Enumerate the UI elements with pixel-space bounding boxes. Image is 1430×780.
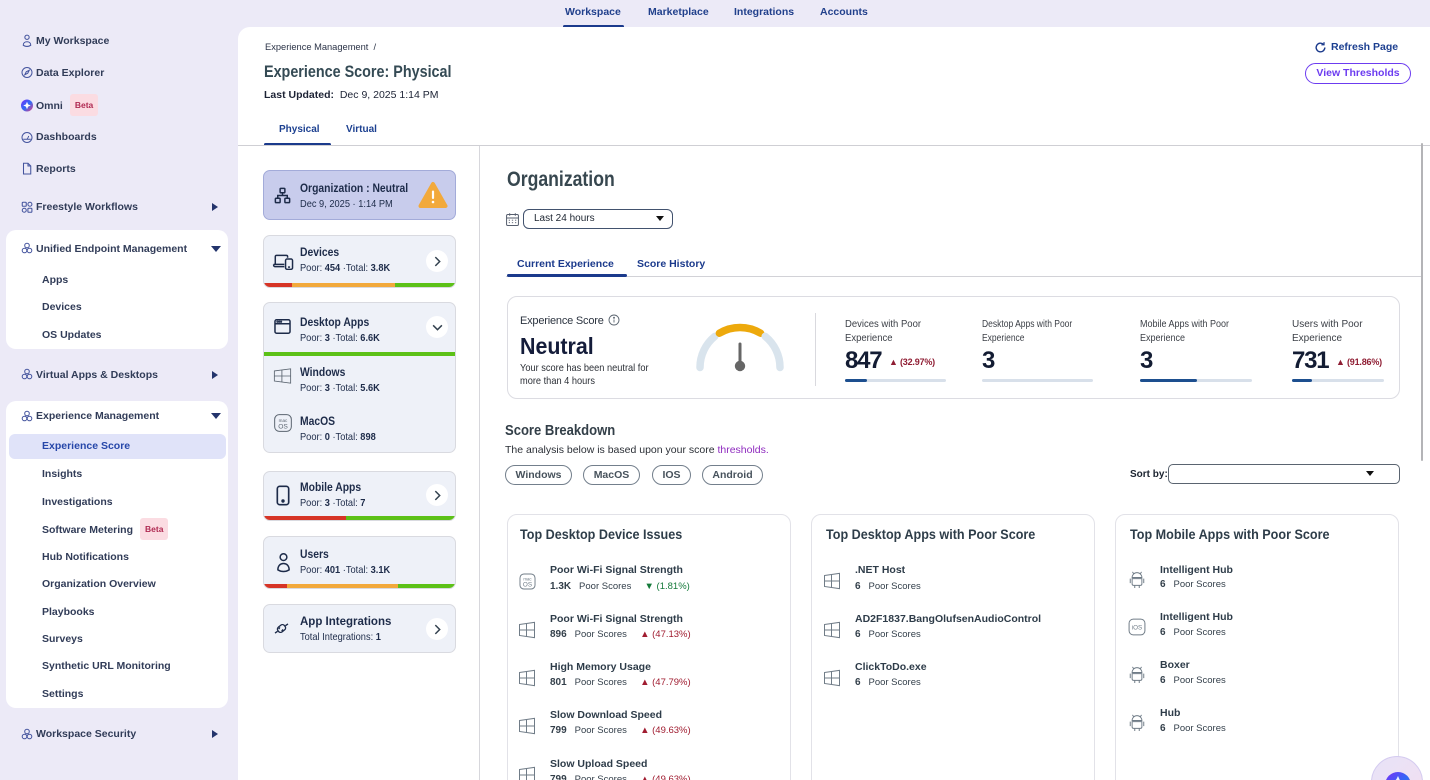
svg-text:iOS: iOS [1132,625,1142,632]
svg-text:mac: mac [523,576,532,581]
svg-text:OS: OS [278,423,288,430]
svg-text:mac: mac [279,418,288,423]
svg-text:OS: OS [523,582,532,589]
